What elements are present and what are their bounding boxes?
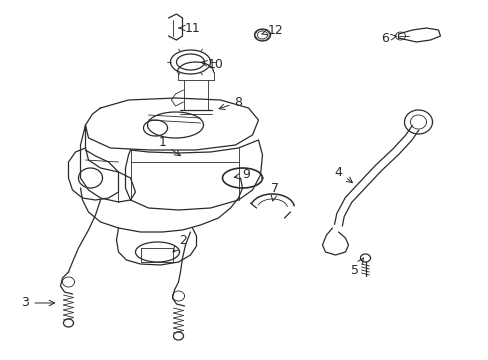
Text: 12: 12 <box>262 23 283 36</box>
Text: 11: 11 <box>179 22 200 35</box>
Text: 1: 1 <box>158 136 180 156</box>
Text: 8: 8 <box>219 95 242 109</box>
Text: 2: 2 <box>173 234 187 252</box>
Text: 7: 7 <box>271 181 279 201</box>
Text: 3: 3 <box>21 297 55 310</box>
Text: 5: 5 <box>351 258 363 276</box>
Text: 9: 9 <box>234 168 250 181</box>
Text: 10: 10 <box>201 58 223 72</box>
Text: 4: 4 <box>334 166 352 183</box>
Text: 6: 6 <box>381 31 396 45</box>
